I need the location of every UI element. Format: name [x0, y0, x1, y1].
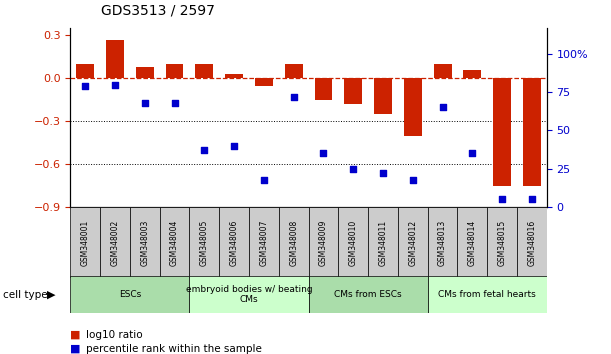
Point [408, 177, 418, 182]
Point [80, 83, 90, 89]
Bar [428, 207, 458, 278]
Text: ESCs: ESCs [119, 290, 141, 299]
Text: GSM348008: GSM348008 [289, 219, 298, 266]
Bar [196, 64, 213, 78]
Point [348, 166, 358, 172]
Bar [219, 207, 249, 278]
Bar [434, 64, 452, 78]
Bar [309, 207, 338, 278]
Text: GSM348004: GSM348004 [170, 219, 179, 266]
Bar [315, 78, 332, 100]
Bar [458, 207, 488, 278]
Text: embryoid bodies w/ beating
CMs: embryoid bodies w/ beating CMs [186, 285, 312, 304]
Text: GSM348002: GSM348002 [111, 219, 119, 266]
Bar [225, 74, 243, 78]
Bar [76, 64, 94, 78]
Text: GSM348011: GSM348011 [379, 219, 387, 266]
Point [259, 177, 269, 182]
Bar [428, 276, 547, 313]
Bar [255, 78, 273, 86]
Text: GSM348001: GSM348001 [81, 219, 90, 266]
Bar [374, 78, 392, 114]
Bar [159, 207, 189, 278]
Bar [136, 67, 154, 78]
Text: log10 ratio: log10 ratio [86, 330, 142, 339]
Text: GSM348009: GSM348009 [319, 219, 328, 266]
Text: GDS3513 / 2597: GDS3513 / 2597 [101, 4, 214, 18]
Bar [189, 276, 309, 313]
Bar [523, 78, 541, 185]
Text: GSM348015: GSM348015 [498, 219, 507, 266]
Bar [279, 207, 309, 278]
Text: GSM348003: GSM348003 [141, 219, 149, 266]
Bar [70, 207, 100, 278]
Bar [100, 207, 130, 278]
Point [467, 151, 477, 156]
Bar [309, 276, 428, 313]
Point [527, 196, 537, 202]
Point [110, 82, 120, 87]
Bar [166, 64, 183, 78]
Point [170, 100, 180, 106]
Bar [493, 78, 511, 185]
Bar [106, 40, 124, 78]
Bar [130, 207, 159, 278]
Bar [285, 64, 302, 78]
Text: GSM348005: GSM348005 [200, 219, 209, 266]
Text: GSM348007: GSM348007 [260, 219, 268, 266]
Point [199, 148, 209, 153]
Point [497, 196, 507, 202]
Text: GSM348010: GSM348010 [349, 219, 357, 266]
Bar [404, 78, 422, 136]
Text: ■: ■ [70, 330, 81, 339]
Bar [70, 276, 189, 313]
Point [140, 100, 150, 106]
Bar [189, 207, 219, 278]
Point [229, 143, 239, 149]
Text: cell type: cell type [3, 290, 48, 300]
Text: GSM348006: GSM348006 [230, 219, 238, 266]
Point [289, 94, 299, 99]
Text: CMs from fetal hearts: CMs from fetal hearts [439, 290, 536, 299]
Bar [517, 207, 547, 278]
Text: ▶: ▶ [47, 290, 56, 300]
Text: GSM348013: GSM348013 [438, 219, 447, 266]
Text: percentile rank within the sample: percentile rank within the sample [86, 344, 262, 354]
Bar [398, 207, 428, 278]
Text: CMs from ESCs: CMs from ESCs [334, 290, 402, 299]
Bar [488, 207, 517, 278]
Point [437, 105, 447, 110]
Text: GSM348012: GSM348012 [408, 219, 417, 266]
Bar [345, 78, 362, 104]
Text: GSM348016: GSM348016 [527, 219, 536, 266]
Text: GSM348014: GSM348014 [468, 219, 477, 266]
Text: ■: ■ [70, 344, 81, 354]
Bar [368, 207, 398, 278]
Point [378, 171, 388, 176]
Bar [249, 207, 279, 278]
Bar [338, 207, 368, 278]
Bar [463, 70, 481, 78]
Point [318, 151, 328, 156]
